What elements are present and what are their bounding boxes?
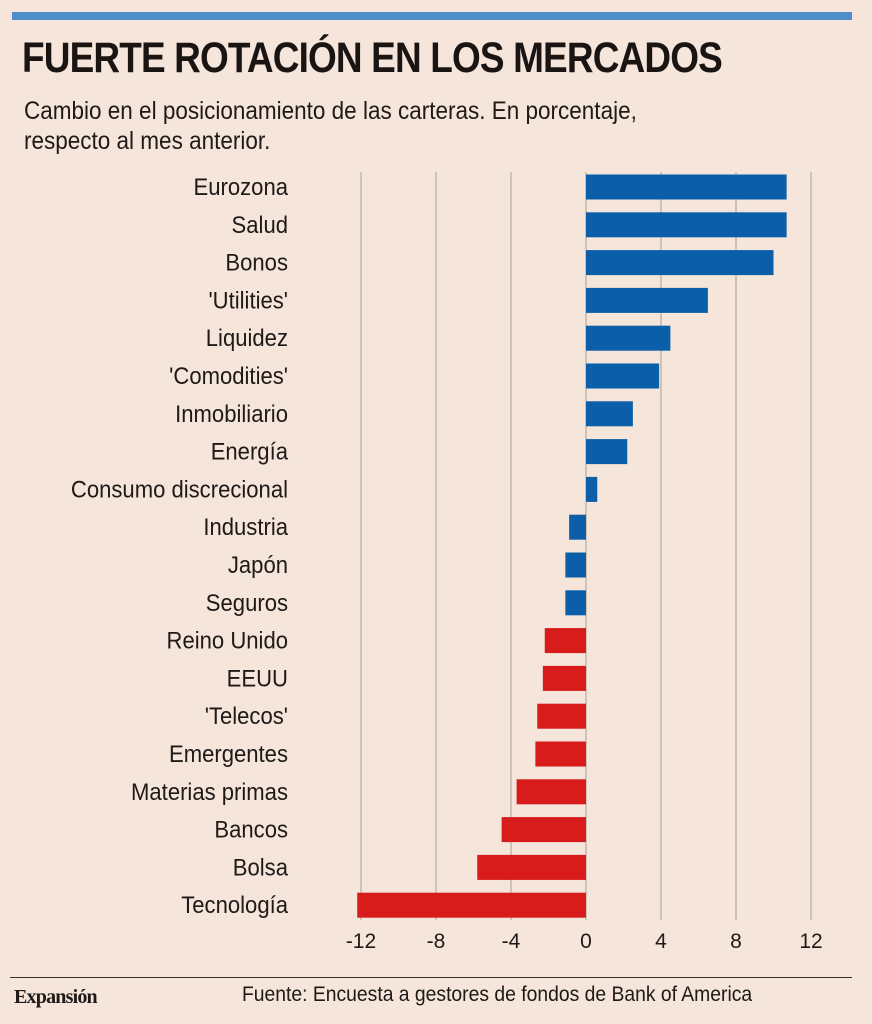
x-tick-label: -8 bbox=[427, 930, 446, 953]
bars bbox=[357, 174, 787, 918]
category-label: Liquidez bbox=[206, 324, 288, 351]
category-label: Reino Unido bbox=[167, 627, 288, 654]
footer-divider bbox=[10, 977, 852, 978]
bar bbox=[569, 514, 586, 540]
bar bbox=[586, 439, 628, 465]
bar bbox=[516, 779, 586, 805]
bar bbox=[477, 854, 586, 880]
chart-title: FUERTE ROTACIÓN EN LOS MERCADOS bbox=[22, 34, 723, 82]
bar bbox=[586, 287, 708, 313]
category-label: Japón bbox=[228, 551, 288, 578]
category-label: Emergentes bbox=[169, 740, 288, 767]
category-label: Energía bbox=[211, 438, 288, 465]
subtitle-line-1: Cambio en el posicionamiento de las cart… bbox=[24, 97, 637, 125]
publisher-logo: Expansión bbox=[14, 986, 98, 1008]
category-label: 'Telecos' bbox=[205, 702, 288, 729]
grid-lines bbox=[360, 172, 812, 920]
x-tick-labels: -12 -8 -4 0 4 8 12 bbox=[346, 930, 823, 953]
category-label: Bolsa bbox=[233, 854, 288, 881]
bar bbox=[357, 892, 586, 918]
bar bbox=[501, 817, 586, 843]
bar bbox=[586, 476, 598, 502]
bar bbox=[535, 741, 586, 767]
x-tick-label: 4 bbox=[655, 930, 667, 953]
category-label: Eurozona bbox=[194, 173, 289, 200]
category-label: Materias primas bbox=[131, 778, 288, 805]
bar bbox=[565, 590, 586, 616]
x-tick-label: 8 bbox=[730, 930, 742, 953]
bar-chart: Eurozona Salud Bonos 'Utilities' Liquidez 'Co… bbox=[71, 172, 823, 953]
category-label: Inmobiliario bbox=[175, 400, 288, 427]
top-accent-bar bbox=[12, 12, 852, 20]
category-label: Industria bbox=[203, 513, 288, 540]
category-label: EEUU bbox=[227, 665, 288, 692]
bar bbox=[586, 401, 633, 427]
source-note: Fuente: Encuesta a gestores de fondos de… bbox=[242, 983, 753, 1006]
bar bbox=[586, 325, 671, 351]
category-label: Salud bbox=[232, 211, 288, 238]
chart-subtitle: Cambio en el posicionamiento de las cart… bbox=[24, 96, 834, 156]
x-tick-label: -4 bbox=[502, 930, 521, 953]
category-label: Consumo discrecional bbox=[71, 476, 288, 503]
bar bbox=[542, 665, 586, 691]
x-tick-label: -12 bbox=[346, 930, 376, 953]
category-labels: Eurozona Salud Bonos 'Utilities' Liquidez 'Co… bbox=[71, 173, 288, 918]
x-tick-label: 0 bbox=[580, 930, 592, 953]
bar bbox=[537, 703, 586, 729]
bar bbox=[586, 250, 774, 276]
category-label: Seguros bbox=[206, 589, 288, 616]
category-label: 'Utilities' bbox=[208, 287, 288, 314]
category-label: Bancos bbox=[214, 816, 288, 843]
category-label: 'Comodities' bbox=[169, 362, 288, 389]
category-label: Tecnología bbox=[181, 891, 288, 918]
x-tick-label: 12 bbox=[799, 930, 822, 953]
bar bbox=[586, 363, 660, 389]
subtitle-line-2: respecto al mes anterior. bbox=[24, 127, 271, 155]
category-label: Bonos bbox=[225, 249, 288, 276]
bar bbox=[544, 628, 586, 654]
bar bbox=[586, 212, 787, 238]
bar bbox=[565, 552, 586, 578]
bar bbox=[586, 174, 787, 200]
